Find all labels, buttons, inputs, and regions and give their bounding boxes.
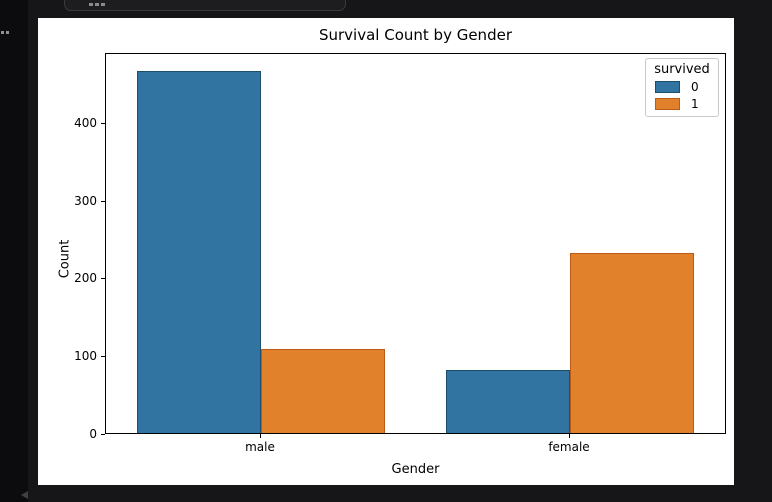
y-tick-mark [101, 278, 105, 279]
toolbar-ellipsis-icon [89, 3, 93, 6]
chart-legend: survived 0 1 [645, 58, 719, 117]
x-tick-mark [569, 434, 570, 438]
chart-title: Survival Count by Gender [318, 26, 512, 44]
legend-label: 0 [691, 80, 699, 94]
y-tick-mark [101, 201, 105, 202]
left-gutter [0, 0, 28, 502]
x-tick-mark [260, 434, 261, 438]
y-tick-mark [101, 434, 105, 435]
plot-area: survived 0 1 [105, 53, 726, 434]
scroll-left-arrow-icon[interactable] [21, 491, 28, 499]
bar-male-0 [137, 71, 261, 433]
x-axis-label: Gender [391, 462, 440, 477]
y-axis-label: Count [57, 239, 73, 279]
y-tick-label-100: 100 [74, 349, 97, 363]
chart-figure: Survival Count by Gender survived 0 1 0 10… [38, 18, 734, 485]
left-gutter-dots-icon [1, 31, 4, 34]
bar-female-0 [446, 370, 570, 433]
bar-female-1 [570, 253, 694, 433]
legend-label: 1 [691, 97, 699, 111]
legend-item-1: 1 [646, 95, 718, 112]
y-tick-label-400: 400 [74, 116, 97, 130]
legend-swatch-icon [655, 98, 680, 110]
cell-toolbar[interactable] [64, 0, 346, 11]
y-tick-label-300: 300 [74, 194, 97, 208]
x-tick-label-female: female [548, 440, 590, 454]
legend-item-0: 0 [646, 78, 718, 95]
y-tick-label-200: 200 [74, 271, 97, 285]
bar-male-1 [261, 349, 385, 433]
legend-title: survived [654, 62, 710, 77]
y-tick-mark [101, 123, 105, 124]
x-tick-label-male: male [245, 440, 275, 454]
legend-swatch-icon [655, 81, 680, 93]
y-tick-mark [101, 356, 105, 357]
y-tick-label-0: 0 [89, 427, 97, 441]
